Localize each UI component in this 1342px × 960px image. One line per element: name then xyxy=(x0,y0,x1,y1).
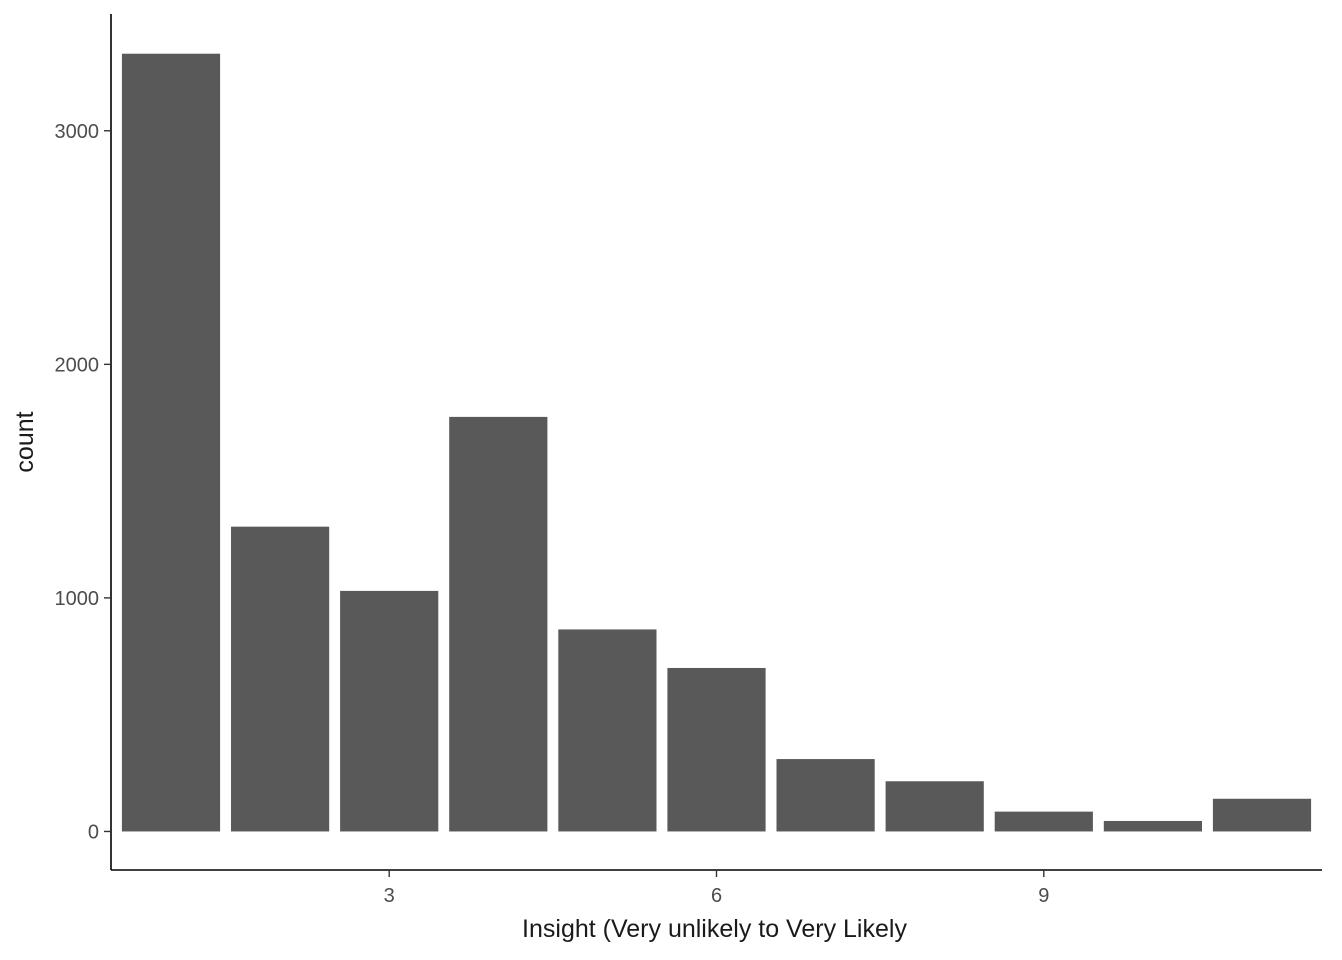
bar-2 xyxy=(231,526,330,832)
bar-8 xyxy=(885,781,984,832)
bar-11 xyxy=(1212,798,1312,832)
x-tick-label-6: 6 xyxy=(711,885,722,907)
y-axis-title: count xyxy=(11,411,39,472)
y-tick-label-0: 0 xyxy=(88,821,99,843)
y-tick-label-1000: 1000 xyxy=(55,588,100,610)
x-tick-label-9: 9 xyxy=(1038,885,1049,907)
x-tick-label-3: 3 xyxy=(384,885,395,907)
y-tick-label-3000: 3000 xyxy=(55,121,100,143)
bar-10 xyxy=(1103,820,1202,832)
bar-6 xyxy=(667,667,766,832)
bars-group xyxy=(121,53,1312,832)
y-tick-label-2000: 2000 xyxy=(55,354,100,376)
bar-7 xyxy=(776,759,875,832)
x-axis-ticks: 3 6 9 xyxy=(384,870,1049,907)
y-axis-ticks: 0 1000 2000 3000 xyxy=(55,121,111,843)
bar-9 xyxy=(994,811,1093,832)
x-axis-title: Insight (Very unlikely to Very Likely xyxy=(522,915,907,943)
bar-3 xyxy=(340,590,439,832)
bar-5 xyxy=(558,629,657,832)
bar-1 xyxy=(121,53,221,832)
bar-4 xyxy=(449,416,548,832)
